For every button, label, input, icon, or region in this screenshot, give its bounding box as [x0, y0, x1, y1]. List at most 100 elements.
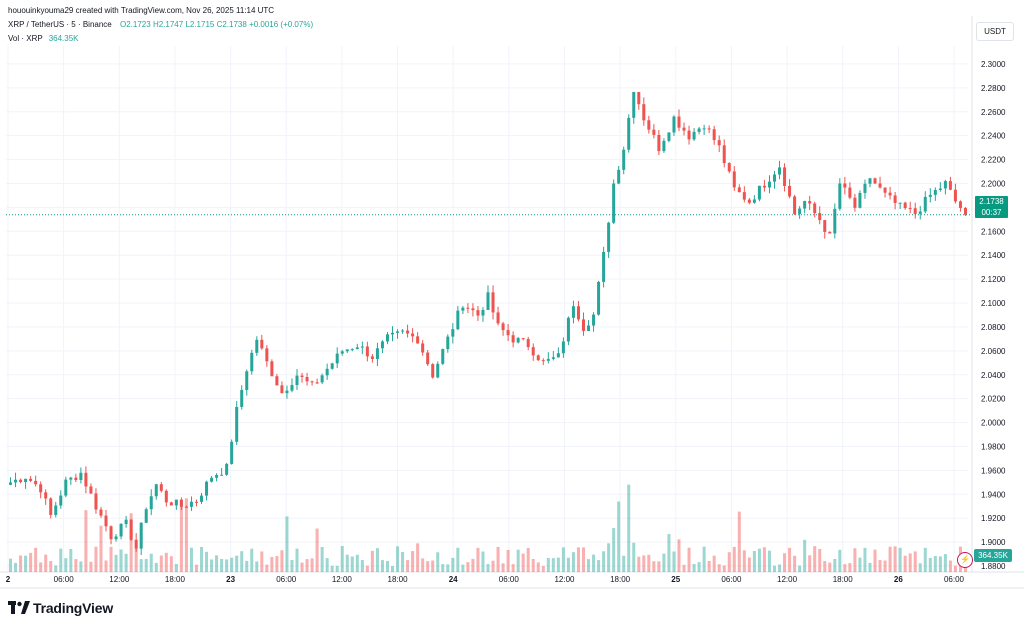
candle-body: [672, 116, 676, 133]
volume-bar: [295, 548, 299, 572]
volume-bar: [164, 552, 168, 572]
volume-bar: [712, 555, 716, 572]
candle-body: [928, 194, 932, 197]
candle-body: [114, 536, 118, 540]
volume-bar: [285, 516, 289, 572]
candle-body: [652, 129, 656, 135]
volume-bar: [375, 548, 379, 572]
candle-body: [858, 192, 862, 208]
volume-bar: [737, 511, 741, 572]
candle-body: [230, 441, 234, 464]
y-tick-label: 2.1400: [981, 251, 1006, 260]
candle-body: [702, 128, 706, 130]
candle-body: [385, 334, 389, 342]
volume-bar: [325, 558, 329, 572]
volume-bar: [587, 559, 591, 572]
volume-bar: [943, 554, 947, 572]
candle-body: [943, 181, 947, 189]
candle-body: [466, 307, 470, 309]
volume-bar: [29, 552, 33, 572]
volume-bar: [235, 555, 239, 572]
volume-bar: [772, 565, 776, 572]
volume-bar: [149, 553, 153, 572]
volume-bar: [406, 560, 410, 572]
y-tick-label: 2.0400: [981, 371, 1006, 380]
candle-body: [612, 183, 616, 223]
volume-bar: [496, 546, 500, 572]
y-tick-label: 1.9800: [981, 442, 1006, 451]
y-tick-label: 2.2400: [981, 132, 1006, 141]
volume-bar: [858, 557, 862, 572]
volume-bar: [833, 558, 837, 572]
candle-body: [551, 357, 555, 359]
candle-body: [350, 349, 354, 351]
candle-body: [139, 522, 143, 549]
candle-body: [737, 187, 741, 193]
y-tick-label: 1.8800: [981, 562, 1006, 571]
candle-body: [717, 140, 721, 146]
open-value: O2.1723: [120, 20, 151, 29]
volume-bar: [330, 565, 334, 572]
symbol-label[interactable]: XRP / TetherUS · 5 · Binance: [8, 20, 112, 29]
volume-bars: [9, 484, 967, 572]
candle-body: [898, 202, 902, 204]
candle-body: [59, 495, 63, 506]
x-tick-label: 24: [449, 575, 458, 584]
x-tick-label: 25: [671, 575, 680, 584]
volume-bar: [561, 547, 565, 572]
y-tick-label: 2.2600: [981, 108, 1006, 117]
last-price-value: 2.1738: [979, 197, 1004, 206]
y-tick-label: 1.9000: [981, 538, 1006, 547]
volume-label[interactable]: Vol · XRP: [8, 34, 43, 43]
candle-body: [54, 505, 58, 515]
y-tick-label: 1.9400: [981, 490, 1006, 499]
candle-body: [411, 333, 415, 337]
volume-bar: [667, 534, 671, 572]
currency-button[interactable]: USDT: [976, 22, 1014, 41]
tradingview-logo[interactable]: TradingView: [8, 600, 113, 616]
volume-bar: [918, 563, 922, 572]
candle-body: [44, 492, 48, 499]
volume-bar: [647, 554, 651, 572]
candle-body: [320, 375, 324, 383]
volume-bar: [948, 560, 952, 572]
volume-bar: [320, 547, 324, 572]
candle-body: [521, 338, 525, 340]
candle-body: [767, 181, 771, 188]
y-tick-label: 2.1000: [981, 299, 1006, 308]
volume-bar: [767, 550, 771, 572]
lightning-icon[interactable]: ⚡: [957, 552, 973, 568]
candle-body: [220, 474, 224, 476]
x-tick-label: 12:00: [554, 575, 575, 584]
volume-bar: [255, 561, 259, 572]
volume-bar: [109, 546, 113, 572]
candle-body: [461, 307, 465, 311]
volume-price-label: 364.35K: [974, 549, 1012, 562]
candle-body: [632, 92, 636, 118]
candle-body: [144, 509, 148, 523]
candle-body: [762, 185, 766, 188]
y-tick-label: 2.3000: [981, 60, 1006, 69]
volume-bar: [114, 554, 118, 572]
candle-body: [813, 203, 817, 214]
high-value: H2.1747: [152, 20, 184, 29]
y-tick-label: 2.0000: [981, 419, 1006, 428]
candle-body: [396, 331, 400, 333]
candle-body: [953, 189, 957, 202]
x-tick-label: 06:00: [499, 575, 520, 584]
volume-bar: [215, 555, 219, 572]
candle-body: [662, 140, 666, 152]
volume-bar: [200, 547, 204, 572]
volume-bar: [818, 549, 822, 572]
candle-body: [576, 306, 580, 320]
volume-bar: [416, 543, 420, 572]
candle-body: [39, 484, 43, 493]
volume-bar: [104, 560, 108, 572]
candle-body: [275, 376, 279, 386]
volume-bar: [59, 548, 63, 572]
volume-bar: [556, 557, 560, 572]
volume-bar: [315, 528, 319, 572]
volume-bar: [355, 554, 359, 572]
candle-body: [365, 346, 369, 357]
